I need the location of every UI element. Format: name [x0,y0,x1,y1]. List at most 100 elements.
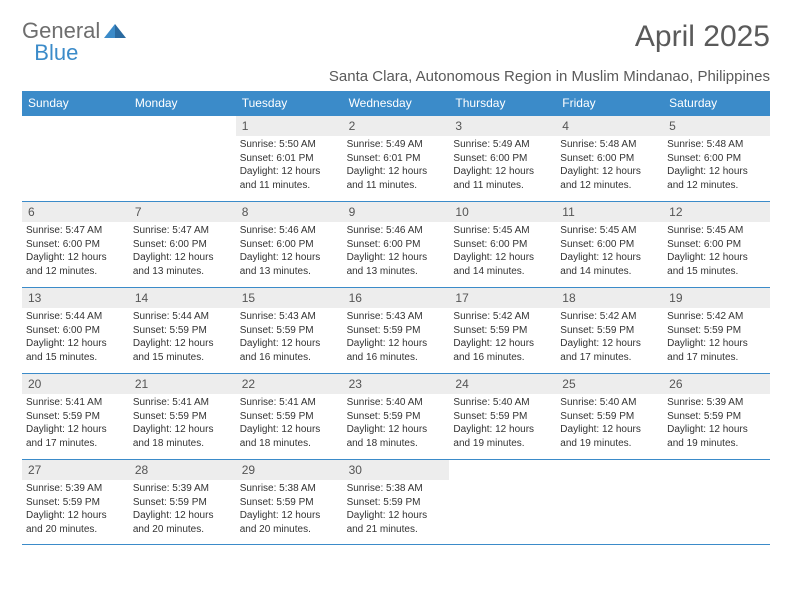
daylight-line: Daylight: 12 hours and 15 minutes. [667,251,766,278]
day-header: Tuesday [236,91,343,115]
day-number: 18 [556,288,663,308]
sunrise-line: Sunrise: 5:45 AM [453,224,552,238]
day-info: Sunrise: 5:46 AMSunset: 6:00 PMDaylight:… [236,222,343,284]
day-number: 17 [449,288,556,308]
daylight-line: Daylight: 12 hours and 18 minutes. [133,423,232,450]
day-info: Sunrise: 5:44 AMSunset: 6:00 PMDaylight:… [22,308,129,370]
daylight-line: Daylight: 12 hours and 13 minutes. [240,251,339,278]
calendar-cell: 0 [129,115,236,201]
logo-triangle-icon [104,18,126,44]
sunset-line: Sunset: 5:59 PM [240,496,339,510]
calendar-cell: 20Sunrise: 5:41 AMSunset: 5:59 PMDayligh… [22,373,129,459]
calendar-cell: 27Sunrise: 5:39 AMSunset: 5:59 PMDayligh… [22,459,129,545]
daylight-line: Daylight: 12 hours and 12 minutes. [560,165,659,192]
sunrise-line: Sunrise: 5:43 AM [240,310,339,324]
day-info: Sunrise: 5:42 AMSunset: 5:59 PMDaylight:… [663,308,770,370]
calendar-cell: 7Sunrise: 5:47 AMSunset: 6:00 PMDaylight… [129,201,236,287]
sunrise-line: Sunrise: 5:49 AM [453,138,552,152]
sunset-line: Sunset: 6:00 PM [667,152,766,166]
sunrise-line: Sunrise: 5:47 AM [133,224,232,238]
daylight-line: Daylight: 12 hours and 14 minutes. [453,251,552,278]
day-number: 4 [556,116,663,136]
sunset-line: Sunset: 5:59 PM [667,410,766,424]
day-info: Sunrise: 5:48 AMSunset: 6:00 PMDaylight:… [663,136,770,198]
sunrise-line: Sunrise: 5:39 AM [667,396,766,410]
sunrise-line: Sunrise: 5:45 AM [667,224,766,238]
calendar-cell: 4Sunrise: 5:48 AMSunset: 6:00 PMDaylight… [556,115,663,201]
day-number: 14 [129,288,236,308]
calendar-cell: 6Sunrise: 5:47 AMSunset: 6:00 PMDaylight… [22,201,129,287]
daylight-line: Daylight: 12 hours and 16 minutes. [240,337,339,364]
daylight-line: Daylight: 12 hours and 19 minutes. [667,423,766,450]
sunset-line: Sunset: 6:00 PM [560,152,659,166]
daylight-line: Daylight: 12 hours and 19 minutes. [453,423,552,450]
sunset-line: Sunset: 5:59 PM [347,410,446,424]
sunrise-line: Sunrise: 5:40 AM [453,396,552,410]
sunset-line: Sunset: 6:00 PM [347,238,446,252]
day-header: Friday [556,91,663,115]
calendar-cell: 1Sunrise: 5:50 AMSunset: 6:01 PMDaylight… [236,115,343,201]
calendar-cell: 3Sunrise: 5:49 AMSunset: 6:00 PMDaylight… [449,115,556,201]
calendar-cell: 10Sunrise: 5:45 AMSunset: 6:00 PMDayligh… [449,201,556,287]
day-number: 9 [343,202,450,222]
sunset-line: Sunset: 5:59 PM [133,324,232,338]
daylight-line: Daylight: 12 hours and 11 minutes. [453,165,552,192]
daylight-line: Daylight: 12 hours and 13 minutes. [133,251,232,278]
daylight-line: Daylight: 12 hours and 17 minutes. [560,337,659,364]
day-number: 20 [22,374,129,394]
day-info: Sunrise: 5:49 AMSunset: 6:00 PMDaylight:… [449,136,556,198]
day-number: 25 [556,374,663,394]
sunset-line: Sunset: 6:00 PM [560,238,659,252]
day-info: Sunrise: 5:44 AMSunset: 5:59 PMDaylight:… [129,308,236,370]
day-info: Sunrise: 5:43 AMSunset: 5:59 PMDaylight:… [236,308,343,370]
daylight-line: Daylight: 12 hours and 20 minutes. [133,509,232,536]
calendar-cell: 11Sunrise: 5:45 AMSunset: 6:00 PMDayligh… [556,201,663,287]
sunset-line: Sunset: 5:59 PM [347,496,446,510]
day-info: Sunrise: 5:41 AMSunset: 5:59 PMDaylight:… [236,394,343,456]
day-info: Sunrise: 5:48 AMSunset: 6:00 PMDaylight:… [556,136,663,198]
daylight-line: Daylight: 12 hours and 17 minutes. [26,423,125,450]
day-info: Sunrise: 5:39 AMSunset: 5:59 PMDaylight:… [129,480,236,542]
sunrise-line: Sunrise: 5:42 AM [667,310,766,324]
day-header: Monday [129,91,236,115]
calendar-cell: 0 [663,459,770,545]
day-info: Sunrise: 5:42 AMSunset: 5:59 PMDaylight:… [449,308,556,370]
day-info: Sunrise: 5:49 AMSunset: 6:01 PMDaylight:… [343,136,450,198]
sunset-line: Sunset: 5:59 PM [240,410,339,424]
sunset-line: Sunset: 5:59 PM [560,324,659,338]
sunset-line: Sunset: 5:59 PM [667,324,766,338]
day-number: 24 [449,374,556,394]
day-header: Thursday [449,91,556,115]
sunset-line: Sunset: 5:59 PM [240,324,339,338]
calendar-cell: 21Sunrise: 5:41 AMSunset: 5:59 PMDayligh… [129,373,236,459]
daylight-line: Daylight: 12 hours and 14 minutes. [560,251,659,278]
day-number: 10 [449,202,556,222]
calendar-cell: 19Sunrise: 5:42 AMSunset: 5:59 PMDayligh… [663,287,770,373]
day-number: 3 [449,116,556,136]
sunset-line: Sunset: 6:00 PM [667,238,766,252]
day-number: 1 [236,116,343,136]
day-number: 21 [129,374,236,394]
sunrise-line: Sunrise: 5:50 AM [240,138,339,152]
day-info: Sunrise: 5:39 AMSunset: 5:59 PMDaylight:… [663,394,770,456]
day-info: Sunrise: 5:43 AMSunset: 5:59 PMDaylight:… [343,308,450,370]
calendar-cell: 18Sunrise: 5:42 AMSunset: 5:59 PMDayligh… [556,287,663,373]
day-number: 22 [236,374,343,394]
sunrise-line: Sunrise: 5:45 AM [560,224,659,238]
daylight-line: Daylight: 12 hours and 18 minutes. [240,423,339,450]
day-info: Sunrise: 5:40 AMSunset: 5:59 PMDaylight:… [343,394,450,456]
calendar-cell: 2Sunrise: 5:49 AMSunset: 6:01 PMDaylight… [343,115,450,201]
sunset-line: Sunset: 6:01 PM [240,152,339,166]
day-number: 8 [236,202,343,222]
calendar-cell: 5Sunrise: 5:48 AMSunset: 6:00 PMDaylight… [663,115,770,201]
day-info: Sunrise: 5:45 AMSunset: 6:00 PMDaylight:… [449,222,556,284]
daylight-line: Daylight: 12 hours and 20 minutes. [240,509,339,536]
day-info: Sunrise: 5:40 AMSunset: 5:59 PMDaylight:… [556,394,663,456]
day-number: 28 [129,460,236,480]
sunrise-line: Sunrise: 5:39 AM [26,482,125,496]
day-number: 6 [22,202,129,222]
day-number: 15 [236,288,343,308]
daylight-line: Daylight: 12 hours and 12 minutes. [26,251,125,278]
daylight-line: Daylight: 12 hours and 13 minutes. [347,251,446,278]
sunset-line: Sunset: 5:59 PM [133,410,232,424]
